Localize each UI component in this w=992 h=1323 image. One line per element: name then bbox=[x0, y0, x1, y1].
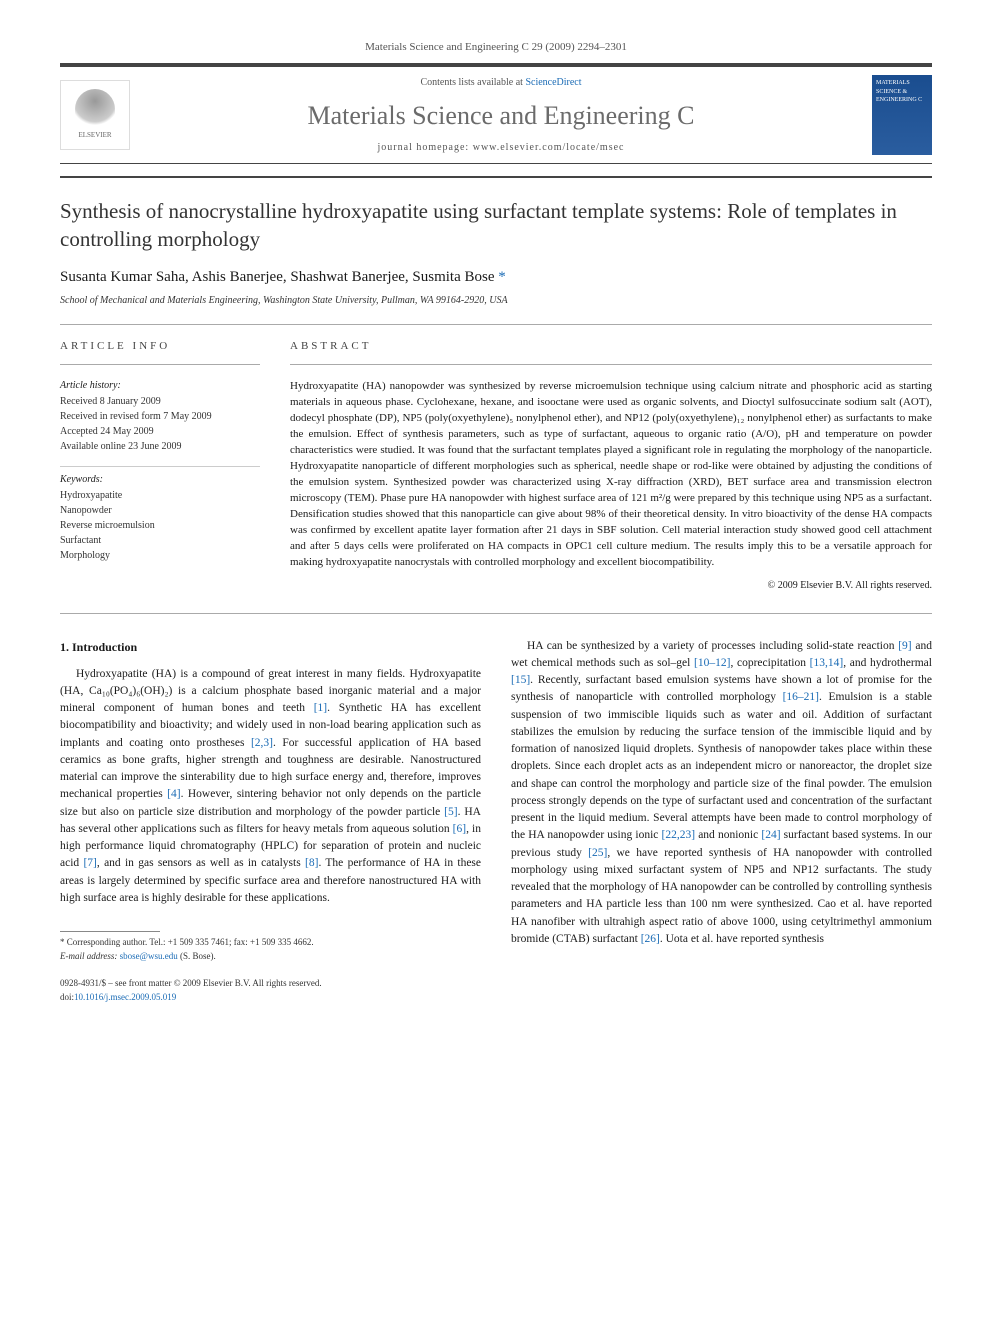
abstract-heading: ABSTRACT bbox=[290, 339, 932, 354]
citation-link[interactable]: [2,3] bbox=[251, 737, 273, 749]
citation-link[interactable]: [7] bbox=[83, 857, 96, 869]
email-link[interactable]: sbose@wsu.edu bbox=[120, 951, 178, 961]
citation-link[interactable]: [6] bbox=[453, 823, 466, 835]
abstract-copyright: © 2009 Elsevier B.V. All rights reserved… bbox=[290, 579, 932, 593]
body-columns: 1. Introduction Hydroxyapatite (HA) is a… bbox=[60, 638, 932, 1005]
footer-block: * Corresponding author. Tel.: +1 509 335… bbox=[60, 931, 481, 1004]
revised-date: Received in revised form 7 May 2009 bbox=[60, 410, 260, 424]
citation-link[interactable]: [24] bbox=[761, 829, 780, 841]
citation-link[interactable]: [8] bbox=[305, 857, 318, 869]
citation-link[interactable]: [4] bbox=[167, 788, 180, 800]
accepted-date: Accepted 24 May 2009 bbox=[60, 425, 260, 439]
article-info-heading: ARTICLE INFO bbox=[60, 339, 260, 354]
keyword: Reverse microemulsion bbox=[60, 519, 260, 533]
citation-link[interactable]: [26] bbox=[641, 933, 660, 945]
citation-link[interactable]: [1] bbox=[314, 702, 327, 714]
section-heading: 1. Introduction bbox=[60, 638, 481, 656]
keyword: Morphology bbox=[60, 549, 260, 563]
running-head: Materials Science and Engineering C 29 (… bbox=[60, 40, 932, 55]
issn-line: 0928-4931/$ – see front matter © 2009 El… bbox=[60, 977, 481, 991]
received-date: Received 8 January 2009 bbox=[60, 395, 260, 409]
citation-link[interactable]: [5] bbox=[444, 806, 457, 818]
corresponding-author-line: * Corresponding author. Tel.: +1 509 335… bbox=[60, 936, 481, 950]
column-right: HA can be synthesized by a variety of pr… bbox=[511, 638, 932, 1005]
journal-homepage: journal homepage: www.elsevier.com/locat… bbox=[150, 141, 852, 155]
elsevier-logo: ELSEVIER bbox=[60, 80, 130, 150]
contents-list-line: Contents lists available at ScienceDirec… bbox=[150, 76, 852, 90]
journal-name: Materials Science and Engineering C bbox=[150, 98, 852, 134]
journal-header: ELSEVIER Contents lists available at Sci… bbox=[60, 63, 932, 164]
authors-line: Susanta Kumar Saha, Ashis Banerjee, Shas… bbox=[60, 267, 932, 288]
sciencedirect-link[interactable]: ScienceDirect bbox=[525, 77, 581, 88]
article-title: Synthesis of nanocrystalline hydroxyapat… bbox=[60, 198, 932, 253]
article-info-block: ARTICLE INFO Article history: Received 8… bbox=[60, 339, 260, 593]
online-date: Available online 23 June 2009 bbox=[60, 440, 260, 454]
body-paragraph: Hydroxyapatite (HA) is a compound of gre… bbox=[60, 666, 481, 908]
citation-link[interactable]: [25] bbox=[588, 847, 607, 859]
keyword: Surfactant bbox=[60, 534, 260, 548]
doi-link[interactable]: 10.1016/j.msec.2009.05.019 bbox=[74, 992, 176, 1002]
citation-link[interactable]: [9] bbox=[898, 640, 911, 652]
citation-link[interactable]: [16–21] bbox=[783, 691, 819, 703]
citation-link[interactable]: [22,23] bbox=[662, 829, 696, 841]
history-label: Article history: bbox=[60, 379, 260, 393]
keyword: Nanopowder bbox=[60, 504, 260, 518]
citation-link[interactable]: [10–12] bbox=[694, 657, 730, 669]
email-line: E-mail address: sbose@wsu.edu (S. Bose). bbox=[60, 950, 481, 964]
journal-cover-thumb: MATERIALS SCIENCE & ENGINEERING C bbox=[872, 75, 932, 155]
abstract-text: Hydroxyapatite (HA) nanopowder was synth… bbox=[290, 379, 932, 570]
citation-link[interactable]: [15] bbox=[511, 674, 530, 686]
citation-link[interactable]: [13,14] bbox=[810, 657, 844, 669]
column-left: 1. Introduction Hydroxyapatite (HA) is a… bbox=[60, 638, 481, 1005]
abstract-block: ABSTRACT Hydroxyapatite (HA) nanopowder … bbox=[290, 339, 932, 593]
body-paragraph: HA can be synthesized by a variety of pr… bbox=[511, 638, 932, 949]
corresponding-author-mark[interactable]: * bbox=[498, 269, 506, 285]
keywords-label: Keywords: bbox=[60, 473, 260, 487]
keyword: Hydroxyapatite bbox=[60, 489, 260, 503]
affiliation: School of Mechanical and Materials Engin… bbox=[60, 294, 932, 308]
doi-line: doi:10.1016/j.msec.2009.05.019 bbox=[60, 991, 481, 1005]
